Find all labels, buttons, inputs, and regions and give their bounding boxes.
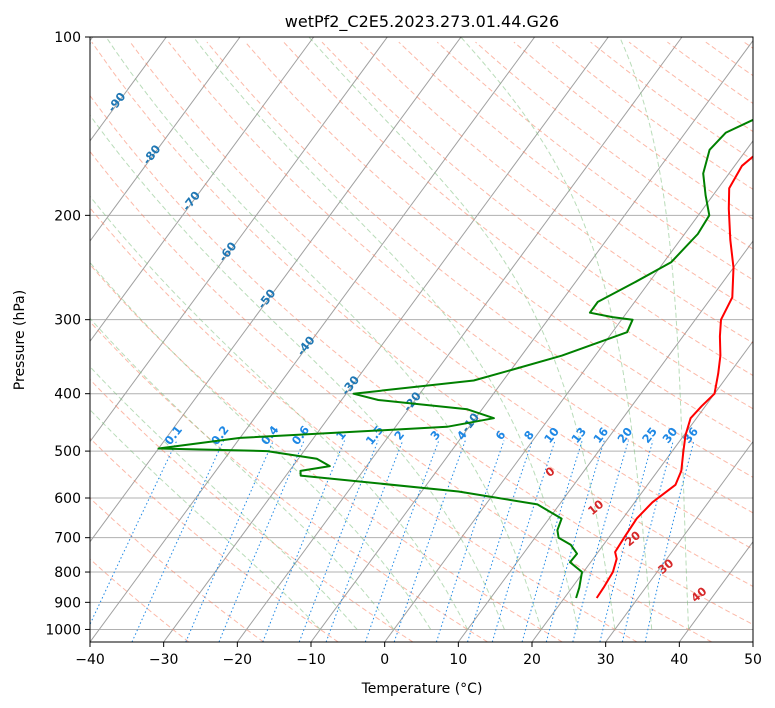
dry-adiabat-line: [90, 320, 488, 642]
dry-adiabat-line: [90, 263, 563, 642]
y-tick-label: 400: [54, 387, 81, 403]
moist-adiabat-line: [90, 195, 469, 630]
dry-adiabat-line: [90, 150, 712, 642]
mixing-ratio-line: [491, 440, 556, 642]
pressure-gridlines: [90, 37, 753, 630]
isotherm-line: [531, 340, 753, 642]
x-tick-label: 10: [449, 652, 467, 668]
dry-adiabat-line: [90, 207, 638, 642]
x-axis-label: Temperature (°C): [361, 681, 483, 697]
mixing-ratio-line: [599, 440, 654, 642]
mixing-ratio-line: [572, 440, 629, 642]
isotherm-lines: [90, 37, 753, 642]
moist-adiabat-line: [308, 37, 616, 630]
dry-adiabat-line: [244, 41, 753, 444]
isotherm-line: [457, 240, 753, 642]
dry-adiabat-line: [168, 41, 753, 514]
y-axis-ticks: 100 200 300 400 500 600 700 800 900 1000: [45, 30, 90, 638]
x-tick-label: −30: [149, 652, 179, 668]
moist-adiabat-line: [90, 114, 505, 630]
x-tick-label: −10: [296, 652, 326, 668]
mixing-ratio-line: [621, 440, 674, 642]
x-tick-label: 50: [744, 652, 762, 668]
x-tick-label: 40: [670, 652, 688, 668]
isotherm-line: [236, 37, 683, 642]
mixing-ratio-line: [644, 440, 695, 642]
y-tick-label: 900: [54, 595, 81, 611]
dry-adiabat-line: [129, 41, 753, 550]
mixing-ratio-line: [131, 440, 225, 642]
moist-adiabat-line: [90, 365, 358, 630]
x-tick-label: 30: [597, 652, 615, 668]
mixing-ratio-line: [521, 440, 583, 642]
temperature-profile-line: [595, 155, 753, 599]
isotherm-line: [90, 37, 388, 443]
dry-adiabat-line: [360, 41, 753, 344]
y-tick-label: 200: [54, 208, 81, 224]
mixing-ratio-line: [393, 440, 466, 642]
chart-title: wetPf2_C2E5.2023.273.01.44.G26: [285, 12, 559, 32]
dry-adiabat-line: [283, 41, 753, 410]
isotherm-line: [90, 37, 536, 642]
dry-adiabat-line: [90, 558, 190, 642]
mixing-ratio-line: [218, 440, 305, 642]
sounding-profiles: [157, 118, 753, 599]
x-tick-label: 0: [380, 652, 389, 668]
x-tick-label: −20: [223, 652, 253, 668]
moist-adiabat-line: [619, 37, 690, 630]
mixing-ratio-line: [185, 440, 274, 642]
dry-adiabat-line: [398, 41, 753, 312]
isotherm-line: [163, 37, 609, 642]
mixing-ratio-line: [545, 440, 605, 642]
dry-adiabat-line: [90, 94, 753, 626]
isotherm-line: [90, 37, 315, 343]
y-tick-label: 700: [54, 531, 81, 547]
x-axis-ticks: −40 −30 −20 −10 0 10 20 30 40 50: [75, 642, 762, 668]
isotherm-line: [605, 440, 753, 642]
x-tick-label: −40: [75, 652, 105, 668]
plot-frame: [89, 36, 754, 643]
mixing-ratio-line: [467, 440, 533, 642]
moist-adiabat-line: [193, 37, 579, 630]
isotherm-line: [90, 37, 241, 242]
moist-adiabat-line: [105, 37, 542, 630]
y-tick-label: 300: [54, 313, 81, 329]
isotherm-line: [90, 37, 167, 142]
isotherm-line: [310, 39, 753, 642]
y-tick-label: 600: [54, 491, 81, 507]
plot-area: 0.10.20.40.611.52346810131620253036-100-…: [90, 37, 753, 642]
dry-adiabat-lines: [90, 41, 753, 642]
moist-adiabat-line: [90, 317, 395, 630]
y-axis-label: Pressure (hPa): [12, 290, 28, 390]
y-tick-label: 100: [54, 30, 81, 46]
y-tick-label: 500: [54, 444, 81, 460]
dewpoint-profile-line: [157, 118, 753, 599]
moist-adiabat-line: [460, 37, 653, 630]
dry-adiabat-line: [90, 378, 414, 642]
x-tick-label: 20: [523, 652, 541, 668]
y-tick-label: 1000: [45, 622, 81, 638]
y-tick-label: 800: [54, 565, 81, 581]
moist-adiabat-line: [90, 409, 321, 630]
